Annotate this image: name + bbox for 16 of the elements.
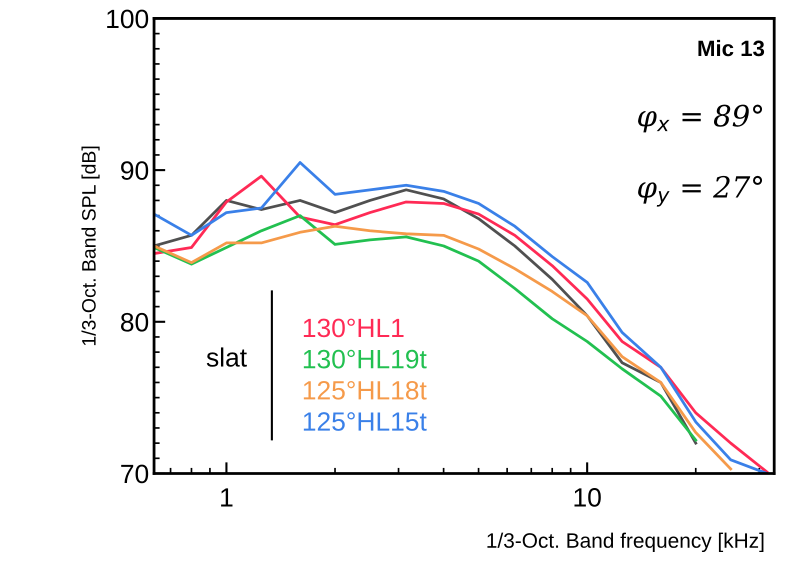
text: 130°HL19t	[304, 350, 427, 368]
y-axis-title: 1/3-Oct. Band SPL [dB]	[81, 146, 100, 346]
annotation: φ$_{y}$ = 27°	[638, 176, 762, 207]
x-tick-label: 10	[574, 488, 601, 507]
text: 130°HL1	[304, 318, 404, 338]
y-tick-label: 70	[121, 464, 148, 484]
y-tick-label: 80	[120, 312, 148, 332]
annotation: Mic 13	[698, 40, 764, 56]
y-tick-label: 100	[107, 10, 148, 28]
text: 125°HL18t	[304, 380, 427, 400]
legend-title: slat	[206, 347, 247, 367]
x-axis-title: 1/3-Oct. Band frequency [kHz]	[487, 532, 764, 552]
text: 125°HL15t	[304, 412, 427, 431]
x-tick-label: 1	[221, 488, 232, 506]
y-tick-label: 90	[121, 161, 148, 180]
annotation: φ$_{x}$ = 89°	[638, 104, 762, 132]
